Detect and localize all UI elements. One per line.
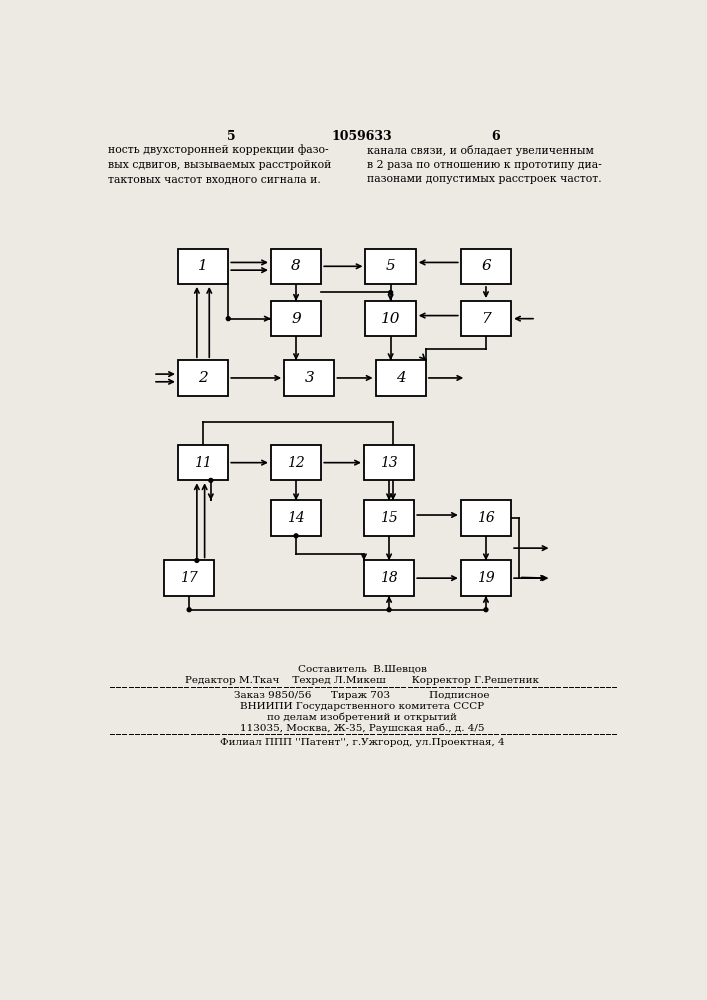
Circle shape xyxy=(484,608,488,612)
Text: 17: 17 xyxy=(180,571,198,585)
FancyBboxPatch shape xyxy=(178,445,228,480)
Text: 18: 18 xyxy=(380,571,398,585)
Text: 7: 7 xyxy=(481,312,491,326)
Text: по делам изобретений и открытий: по делам изобретений и открытий xyxy=(267,713,457,722)
Text: ность двухсторонней коррекции фазо-
вых сдвигов, вызываемых расстройкой
тактовых: ность двухсторонней коррекции фазо- вых … xyxy=(107,145,331,184)
Text: 12: 12 xyxy=(287,456,305,470)
Text: 14: 14 xyxy=(287,511,305,525)
FancyBboxPatch shape xyxy=(364,500,414,536)
Text: Редактор М.Ткач    Техред Л.Микеш        Корректор Г.Решетник: Редактор М.Ткач Техред Л.Микеш Корректор… xyxy=(185,676,539,685)
Circle shape xyxy=(294,534,298,538)
Text: 6: 6 xyxy=(491,130,500,143)
FancyBboxPatch shape xyxy=(366,301,416,336)
Text: ВНИИПИ Государственного комитета СССР: ВНИИПИ Государственного комитета СССР xyxy=(240,702,484,711)
Text: 16: 16 xyxy=(477,511,495,525)
FancyBboxPatch shape xyxy=(178,360,228,396)
Text: 5: 5 xyxy=(228,130,236,143)
FancyBboxPatch shape xyxy=(271,301,321,336)
Text: 5: 5 xyxy=(386,259,395,273)
Circle shape xyxy=(209,478,213,482)
Circle shape xyxy=(195,559,199,562)
FancyBboxPatch shape xyxy=(271,500,321,536)
Circle shape xyxy=(389,291,392,294)
FancyBboxPatch shape xyxy=(461,500,511,536)
FancyBboxPatch shape xyxy=(461,560,511,596)
FancyBboxPatch shape xyxy=(271,445,321,480)
FancyBboxPatch shape xyxy=(164,560,214,596)
FancyBboxPatch shape xyxy=(364,445,414,480)
FancyBboxPatch shape xyxy=(284,360,334,396)
Text: 8: 8 xyxy=(291,259,301,273)
FancyBboxPatch shape xyxy=(178,249,228,284)
Text: канала связи, и обладает увеличенным
в 2 раза по отношению к прототипу диа-
пазо: канала связи, и обладает увеличенным в 2… xyxy=(368,145,602,184)
Text: 9: 9 xyxy=(291,312,301,326)
Text: 4: 4 xyxy=(396,371,406,385)
Text: 19: 19 xyxy=(477,571,495,585)
FancyBboxPatch shape xyxy=(461,249,511,284)
Text: Составитель  В.Шевцов: Составитель В.Шевцов xyxy=(298,664,426,673)
Circle shape xyxy=(226,317,230,321)
Text: 3: 3 xyxy=(305,371,314,385)
FancyBboxPatch shape xyxy=(461,301,511,336)
Text: 11: 11 xyxy=(194,456,212,470)
Text: 113035, Москва, Ж-35, Раушская наб., д. 4/5: 113035, Москва, Ж-35, Раушская наб., д. … xyxy=(240,724,484,733)
Text: 2: 2 xyxy=(198,371,208,385)
Text: 6: 6 xyxy=(481,259,491,273)
Text: 15: 15 xyxy=(380,511,398,525)
Text: Филиал ППП ''Патент'', г.Ужгород, ул.Проектная, 4: Филиал ППП ''Патент'', г.Ужгород, ул.Про… xyxy=(220,738,504,747)
FancyBboxPatch shape xyxy=(271,249,321,284)
Text: 10: 10 xyxy=(381,312,400,326)
FancyBboxPatch shape xyxy=(364,560,414,596)
FancyBboxPatch shape xyxy=(375,360,426,396)
Circle shape xyxy=(187,608,191,612)
Text: Заказ 9850/56      Тираж 703            Подписное: Заказ 9850/56 Тираж 703 Подписное xyxy=(234,691,490,700)
Text: 1: 1 xyxy=(198,259,208,273)
Circle shape xyxy=(387,608,391,612)
Text: 13: 13 xyxy=(380,456,398,470)
FancyBboxPatch shape xyxy=(366,249,416,284)
Text: 1059633: 1059633 xyxy=(332,130,392,143)
